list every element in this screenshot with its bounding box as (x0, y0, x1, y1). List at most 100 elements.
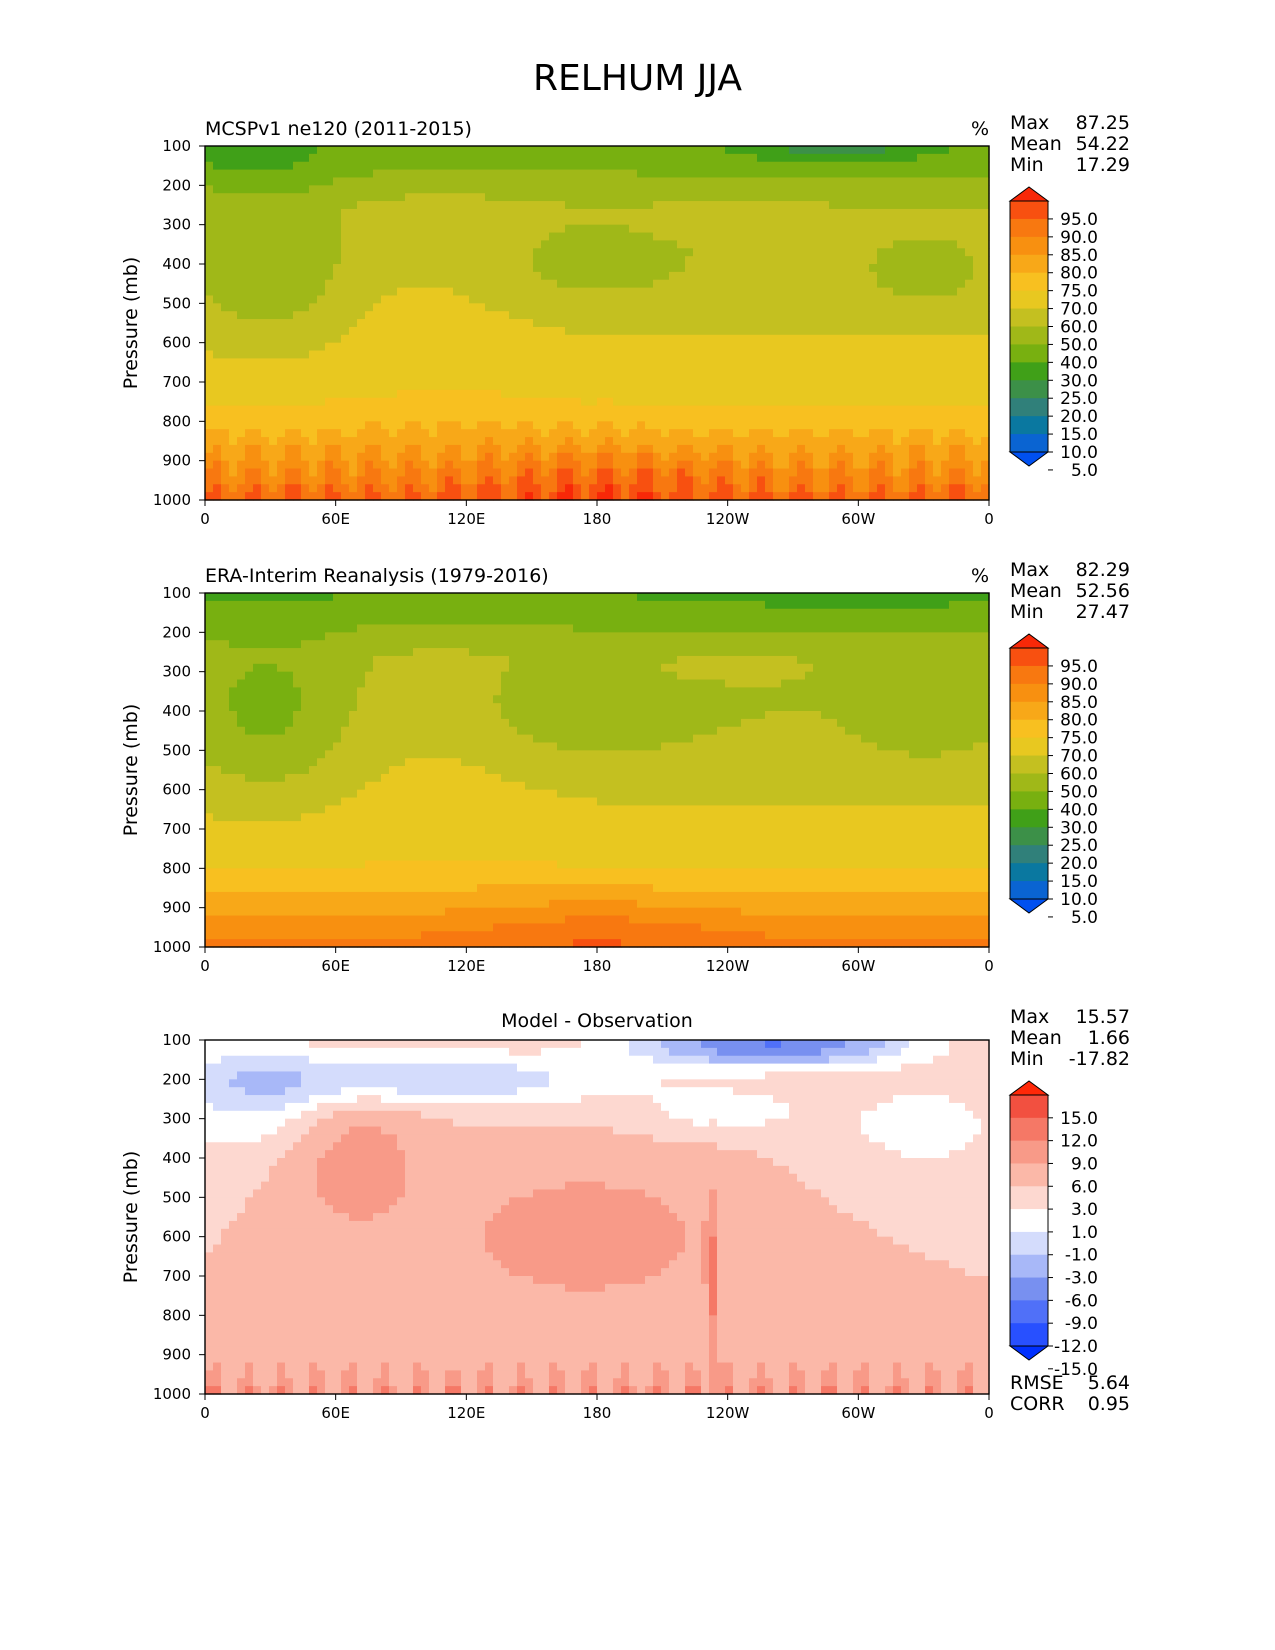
heatmap-cell (725, 146, 734, 155)
heatmap-cell (421, 350, 430, 359)
heatmap-cell (645, 193, 654, 202)
heatmap-cell (269, 334, 278, 344)
heatmap-cell (669, 460, 678, 470)
heatmap-cell (861, 185, 870, 194)
heatmap-cell (221, 608, 230, 618)
heatmap-cell (485, 334, 494, 344)
heatmap-cell (797, 256, 806, 265)
heatmap-cell (357, 476, 366, 485)
heatmap-cell (517, 460, 526, 470)
heatmap-cell (597, 460, 606, 470)
heatmap-cell (413, 437, 422, 446)
heatmap-cell (477, 177, 486, 186)
heatmap-cell (829, 295, 838, 304)
colorbar-band (1010, 236, 1048, 256)
heatmap-cell (669, 295, 678, 304)
heatmap-cell (237, 397, 246, 407)
heatmap-cell (205, 663, 214, 673)
heatmap-cell (893, 492, 902, 501)
heatmap-cell (861, 201, 870, 210)
heatmap-cell (677, 208, 686, 218)
heatmap-cell (341, 342, 350, 352)
heatmap-cell (853, 444, 862, 454)
heatmap-cell (821, 248, 830, 257)
heatmap-cell (317, 484, 326, 493)
heatmap-cell (949, 374, 958, 383)
heatmap-cell (677, 405, 686, 415)
heatmap-cell (581, 201, 590, 210)
heatmap-cell (629, 405, 638, 415)
heatmap-cell (797, 405, 806, 415)
heatmap-cell (405, 437, 414, 446)
heatmap-cell (597, 374, 606, 383)
heatmap-cell (509, 232, 518, 241)
heatmap-cell (925, 264, 934, 273)
heatmap-cell (445, 169, 454, 179)
heatmap-cell (421, 146, 430, 155)
heatmap-cell (357, 460, 366, 470)
heatmap-cell (221, 742, 230, 751)
heatmap-cell (813, 248, 822, 257)
heatmap-cell (517, 208, 526, 218)
heatmap-cell (253, 153, 262, 163)
heatmap-cell (669, 366, 678, 375)
heatmap-cell (741, 382, 750, 391)
heatmap-cell (653, 153, 662, 163)
heatmap-cell (285, 319, 294, 328)
heatmap-cell (269, 185, 278, 194)
heatmap-cell (397, 319, 406, 328)
heatmap-cell (445, 153, 454, 163)
heatmap-cell (661, 311, 670, 320)
heatmap-cell (213, 264, 222, 273)
heatmap-cell (869, 405, 878, 415)
heatmap-cell (397, 405, 406, 415)
heatmap-cell (421, 248, 430, 257)
heatmap-cell (301, 460, 310, 470)
heatmap-cell (421, 366, 430, 375)
heatmap-cell (437, 421, 446, 430)
heatmap-cell (237, 437, 246, 446)
heatmap-cell (741, 389, 750, 399)
heatmap-cell (357, 366, 366, 375)
heatmap-cell (781, 256, 790, 265)
heatmap-cell (461, 201, 470, 210)
heatmap-cell (845, 161, 854, 171)
heatmap-cell (445, 161, 454, 171)
heatmap-cell (469, 350, 478, 359)
heatmap-cell (661, 240, 670, 249)
heatmap-cell (253, 468, 262, 477)
heatmap-cell (349, 342, 358, 352)
heatmap-cell (829, 350, 838, 359)
heatmap-cell (621, 326, 630, 336)
heatmap-cell (437, 452, 446, 462)
heatmap-cell (237, 648, 246, 657)
heatmap-cell (205, 868, 214, 877)
heatmap-cell (541, 208, 550, 218)
heatmap-cell (373, 492, 382, 501)
colorbar-band (1010, 254, 1048, 274)
heatmap-cell (221, 405, 230, 415)
heatmap-cell (381, 421, 390, 430)
heatmap-cell (765, 146, 774, 155)
heatmap-cell (253, 208, 262, 218)
heatmap-cell (637, 146, 646, 155)
heatmap-cell (325, 248, 334, 257)
heatmap-cell (837, 460, 846, 470)
heatmap-cell (973, 326, 982, 336)
heatmap-cell (557, 319, 566, 328)
heatmap-cell (549, 492, 558, 501)
heatmap-cell (693, 429, 702, 438)
heatmap-cell (461, 421, 470, 430)
heatmap-cell (525, 468, 534, 477)
heatmap-cell (909, 216, 918, 226)
heatmap-cell (285, 648, 294, 657)
heatmap-cell (949, 382, 958, 391)
heatmap-cell (837, 389, 846, 399)
heatmap-cell (629, 350, 638, 359)
heatmap-cell (261, 201, 270, 210)
heatmap-cell (237, 303, 246, 312)
heatmap-cell (973, 366, 982, 375)
heatmap-cell (917, 413, 926, 422)
heatmap-cell (309, 319, 318, 328)
heatmap-cell (877, 208, 886, 218)
